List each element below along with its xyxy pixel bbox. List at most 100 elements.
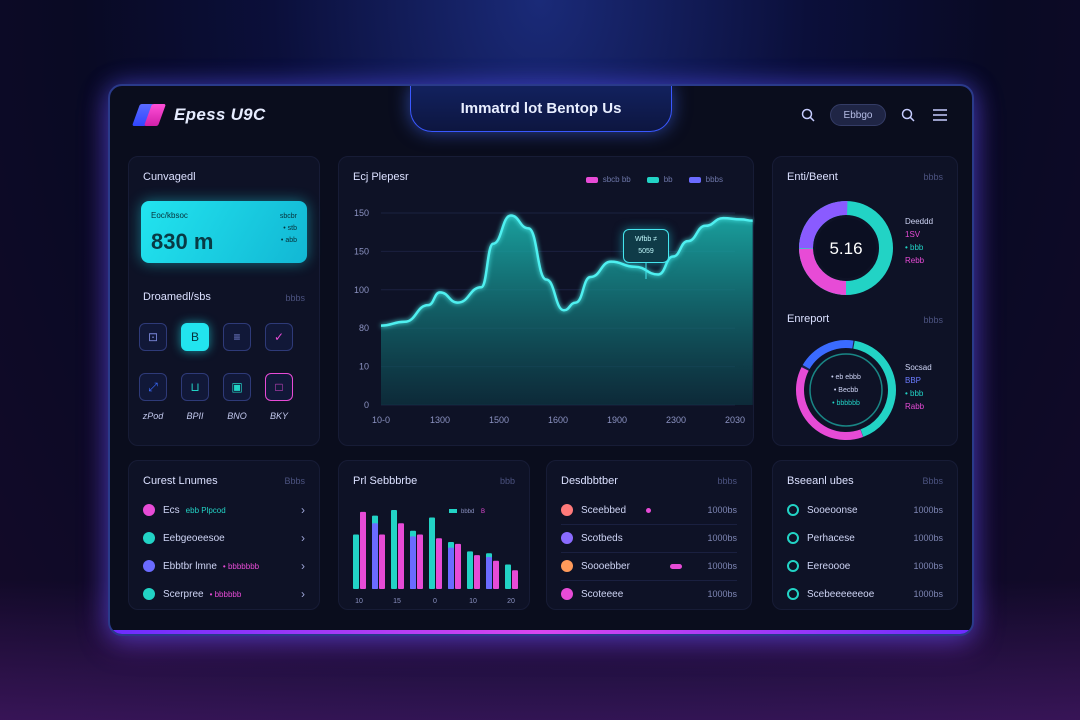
prl-title: Prl Sebbbrbe [353, 475, 418, 487]
legend-swatch [646, 176, 659, 183]
bar[interactable] [493, 560, 499, 589]
list-item[interactable]: Eebgeoeesoe › [143, 527, 305, 549]
search-icon[interactable] [798, 105, 818, 125]
recent-title: Bseeanl ubes [787, 475, 854, 487]
bar[interactable] [398, 523, 404, 589]
quick-action-label: BPII [186, 411, 204, 421]
menu-icon[interactable] [930, 105, 950, 125]
x-tick-label: 10 [355, 598, 363, 605]
bar[interactable] [372, 523, 378, 589]
bar[interactable] [379, 534, 385, 589]
frame-icon: □ [275, 380, 283, 394]
engagement-ring: • eb ebbb • Becbb • bbbbbb [796, 340, 896, 440]
bar[interactable] [429, 517, 435, 589]
bar[interactable] [360, 511, 366, 589]
bar[interactable] [417, 534, 423, 589]
chevron-right-icon[interactable]: › [301, 559, 305, 573]
bar[interactable] [436, 538, 442, 589]
legend-swatch [585, 176, 598, 183]
list-item[interactable]: Scotbeds 1000bs [561, 527, 737, 549]
prl-panel: Prl Sebbbrbe bbb 10 15 0 10 20 bbbd B [338, 460, 530, 610]
growth-legend: sbcb bb bb bbbs [585, 175, 723, 184]
list-item[interactable]: Ebbtbr lmne • bbbbbbb › [143, 555, 305, 577]
legend-label: B [481, 509, 485, 515]
search-icon[interactable] [898, 105, 918, 125]
kpi-card[interactable]: Eoc/kbsoc 830 m sbcbr • stb • abb [141, 201, 307, 263]
legend-item[interactable]: sbcb bb [585, 175, 631, 184]
kpi-side-top: sbcbr [279, 213, 297, 220]
list-item-sub: • bbbbbb [209, 589, 242, 599]
recent-meta: Bbbs [922, 476, 943, 486]
chevron-right-icon[interactable]: › [301, 587, 305, 601]
row-divider [561, 580, 737, 581]
legend-swatch [688, 176, 701, 183]
list-item[interactable]: Scerpree • bbbbbb › [143, 583, 305, 605]
list-item-value: 1000bs [913, 533, 943, 543]
bar[interactable] [448, 547, 454, 589]
legend-item[interactable]: bbbs [688, 175, 723, 184]
list-item[interactable]: Sooeoonse 1000bs [787, 499, 943, 521]
quick-action-label: zPod [142, 411, 164, 421]
current-meta: Bbbs [284, 476, 305, 486]
quick-action-label: BNO [227, 411, 247, 421]
environment-center-value: 5.16 [829, 239, 862, 258]
quick-action-button[interactable]: ⊔ [181, 373, 209, 401]
breakdown-meta: bbbs [717, 476, 737, 486]
growth-area-chart: 0 10 80 100 150 150 10-0 1300 1500 1600 1900 2300 20… [354, 208, 753, 425]
check-circle-icon [787, 588, 799, 600]
status-dot-icon [143, 532, 155, 544]
list-item-value: 1000bs [707, 561, 737, 571]
legend-item[interactable]: bb [646, 175, 673, 184]
bar[interactable] [467, 551, 473, 589]
kpi-label: Eoc/kbsoc [151, 211, 188, 220]
row-divider [561, 552, 737, 553]
list-item-tag [669, 563, 682, 569]
bar[interactable] [391, 510, 397, 589]
quick-action-button[interactable]: ▣ [223, 373, 251, 401]
list-icon: ≡ [233, 330, 241, 344]
list-item[interactable]: Sceebbed 1000bs [561, 499, 737, 521]
quick-action-button[interactable]: ≡ [223, 323, 251, 351]
image-icon: ▣ [231, 380, 243, 394]
tooltip-line: Wfbb ≠ [634, 236, 658, 243]
list-item-label: Scoteeee [581, 588, 624, 600]
app-logo[interactable]: Epess U9C [131, 104, 266, 126]
area-line [380, 214, 753, 327]
chevron-right-icon[interactable]: › [301, 531, 305, 545]
kpi-side: sbcbr • stb • abb [280, 211, 297, 247]
check-circle-icon [787, 532, 799, 544]
bar[interactable] [455, 543, 461, 589]
environment-meta: bbbs [923, 172, 943, 182]
y-tick-label: 100 [354, 285, 369, 295]
cart-icon: ⊔ [190, 380, 200, 394]
status-dot-icon [143, 560, 155, 572]
expand-icon: ⤢ [148, 379, 158, 394]
environment-side-line: Rebb [905, 256, 925, 265]
bar[interactable] [474, 555, 480, 589]
x-tick-label: 10-0 [372, 415, 390, 425]
bar[interactable] [353, 534, 359, 589]
list-item[interactable]: Scebeeeeeeoe 1000bs [787, 583, 943, 605]
list-item-label: Eereoooe [807, 560, 851, 572]
quick-action-button[interactable]: ⊡ [139, 323, 167, 351]
quick-action-button[interactable]: ⤢ [139, 373, 167, 401]
top-pill-button[interactable]: Ebbgo [830, 104, 886, 126]
y-tick-label: 150 [354, 208, 369, 218]
engagement-title: Enreport [787, 313, 830, 325]
bar[interactable] [410, 536, 416, 589]
bar[interactable] [505, 564, 511, 589]
list-item[interactable]: Perhacese 1000bs [787, 527, 943, 549]
legend-label: bbbd [461, 509, 474, 515]
bar[interactable] [486, 557, 492, 589]
list-item-sub: ebb Plpcod [185, 505, 226, 515]
quick-action-button[interactable]: ✓ [265, 323, 293, 351]
list-item[interactable]: Scoteeee 1000bs [561, 583, 737, 605]
quick-action-button[interactable]: □ [265, 373, 293, 401]
list-item[interactable]: Soooebber 1000bs [561, 555, 737, 577]
quick-action-button[interactable]: B [181, 323, 209, 351]
chevron-right-icon[interactable]: › [301, 503, 305, 517]
engagement-side-line: BBP [905, 376, 922, 385]
list-item[interactable]: Ecs ebb Plpcod › [143, 499, 305, 521]
list-item[interactable]: Eereoooe 1000bs [787, 555, 943, 577]
bar[interactable] [512, 570, 518, 589]
